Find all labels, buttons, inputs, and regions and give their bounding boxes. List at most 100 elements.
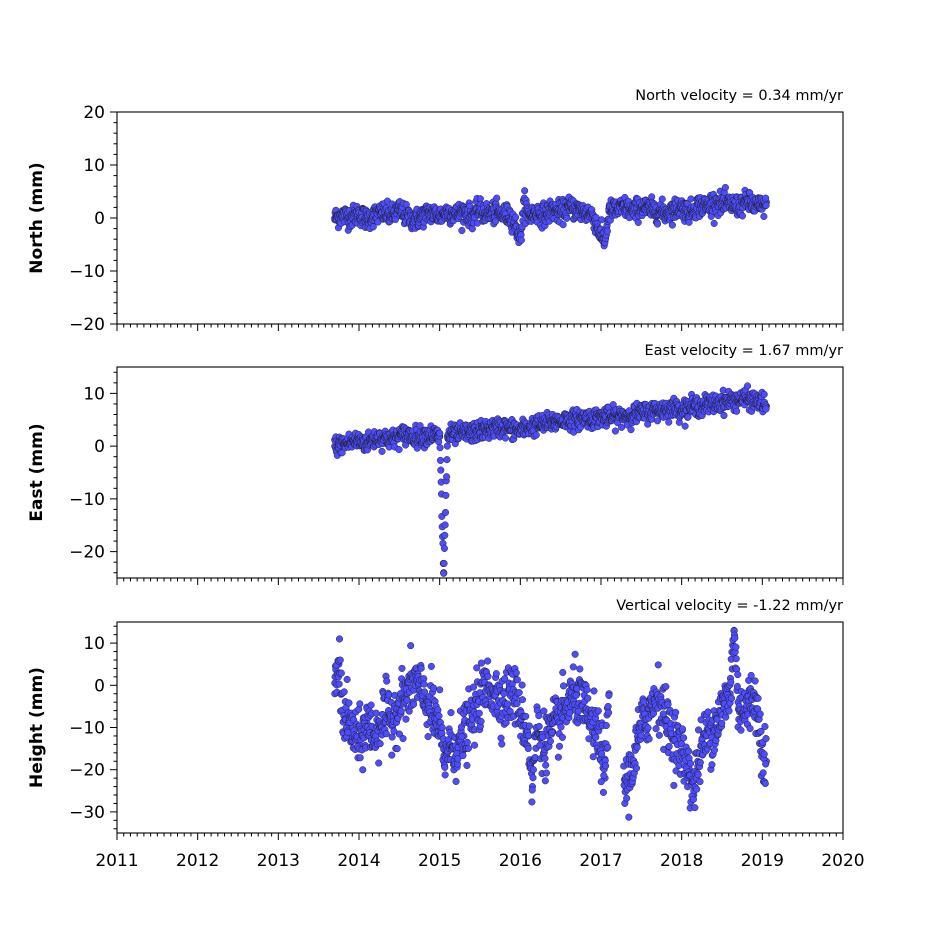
data-point — [604, 709, 613, 717]
data-point — [442, 491, 450, 499]
data-point — [375, 759, 383, 767]
data-point — [558, 733, 566, 741]
data-point — [604, 702, 612, 710]
data-point — [435, 712, 443, 720]
data-point — [728, 694, 736, 702]
data-point — [733, 407, 741, 415]
data-point — [403, 696, 411, 704]
data-point — [761, 722, 769, 731]
data-point — [654, 661, 662, 669]
data-point — [569, 663, 577, 671]
data-point — [436, 429, 444, 437]
data-point — [388, 733, 396, 741]
y-tick-label: 0 — [94, 437, 105, 457]
x-tick-label: 2020 — [821, 851, 864, 871]
data-point — [590, 687, 598, 695]
data-point — [471, 741, 479, 749]
data-point — [756, 710, 764, 718]
data-point — [443, 456, 451, 464]
data-point — [399, 735, 407, 743]
data-points — [331, 183, 770, 250]
data-point — [441, 771, 449, 779]
data-point — [345, 699, 353, 707]
data-point — [708, 761, 716, 769]
data-point — [637, 731, 645, 739]
data-points — [331, 382, 770, 577]
data-point — [443, 442, 451, 450]
data-point — [747, 671, 755, 679]
data-point — [459, 752, 467, 760]
data-point — [693, 785, 701, 793]
x-tick-label: 2014 — [337, 851, 380, 871]
y-tick-label: 10 — [83, 384, 105, 404]
data-point — [398, 664, 406, 672]
x-tick-label: 2013 — [257, 851, 300, 871]
data-point — [407, 642, 415, 650]
data-point — [665, 742, 673, 751]
data-point — [393, 745, 401, 753]
data-point — [497, 734, 505, 742]
data-point — [477, 659, 485, 667]
data-point — [493, 194, 501, 202]
data-point — [559, 668, 567, 676]
data-point — [689, 795, 697, 803]
data-point — [713, 715, 721, 723]
data-point — [731, 634, 739, 642]
data-point — [337, 669, 345, 677]
data-point — [529, 774, 537, 782]
data-point — [557, 723, 565, 731]
data-point — [559, 682, 568, 690]
data-point — [402, 715, 410, 723]
data-point — [441, 508, 450, 517]
data-point — [757, 727, 765, 735]
data-point — [604, 743, 612, 751]
data-point — [762, 735, 770, 743]
data-point — [344, 728, 352, 736]
data-point — [746, 724, 754, 733]
data-point — [436, 444, 444, 452]
data-point — [430, 684, 438, 692]
data-point — [648, 193, 656, 201]
data-point — [727, 678, 735, 686]
x-tick-label: 2019 — [741, 851, 784, 871]
data-point — [443, 473, 451, 481]
data-point — [440, 544, 448, 552]
data-point — [340, 688, 348, 696]
data-point — [458, 226, 466, 235]
data-point — [684, 413, 692, 421]
data-point — [410, 700, 418, 708]
data-point — [761, 779, 769, 788]
y-tick-label: −20 — [69, 543, 105, 563]
data-point — [576, 665, 584, 673]
data-point — [397, 707, 405, 715]
data-point — [356, 700, 364, 708]
data-point — [592, 733, 600, 741]
velocity-label: Vertical velocity = -1.22 mm/yr — [616, 598, 843, 614]
data-point — [759, 769, 767, 777]
data-point — [559, 221, 567, 229]
data-point — [725, 707, 733, 715]
data-point — [653, 220, 662, 228]
data-point — [599, 788, 607, 796]
data-point — [563, 214, 571, 222]
x-tick-label: 2017 — [579, 851, 622, 871]
data-point — [535, 712, 543, 720]
data-point — [515, 689, 523, 697]
data-point — [417, 664, 425, 672]
data-point — [395, 446, 403, 454]
data-point — [438, 724, 446, 732]
data-point — [718, 719, 726, 727]
x-tick-label: 2015 — [418, 851, 461, 871]
data-point — [710, 219, 718, 227]
data-point — [473, 664, 481, 672]
panel-3: 2011 2012 2013 2014 2015 2016 2017 2018 2019 2020… — [27, 598, 865, 871]
data-point — [732, 655, 740, 663]
data-point — [695, 726, 703, 734]
data-point — [542, 769, 550, 777]
data-point — [359, 766, 367, 774]
data-point — [437, 466, 445, 474]
data-point — [762, 760, 770, 768]
data-point — [427, 662, 435, 670]
velocity-label: East velocity = 1.67 mm/yr — [644, 343, 843, 359]
